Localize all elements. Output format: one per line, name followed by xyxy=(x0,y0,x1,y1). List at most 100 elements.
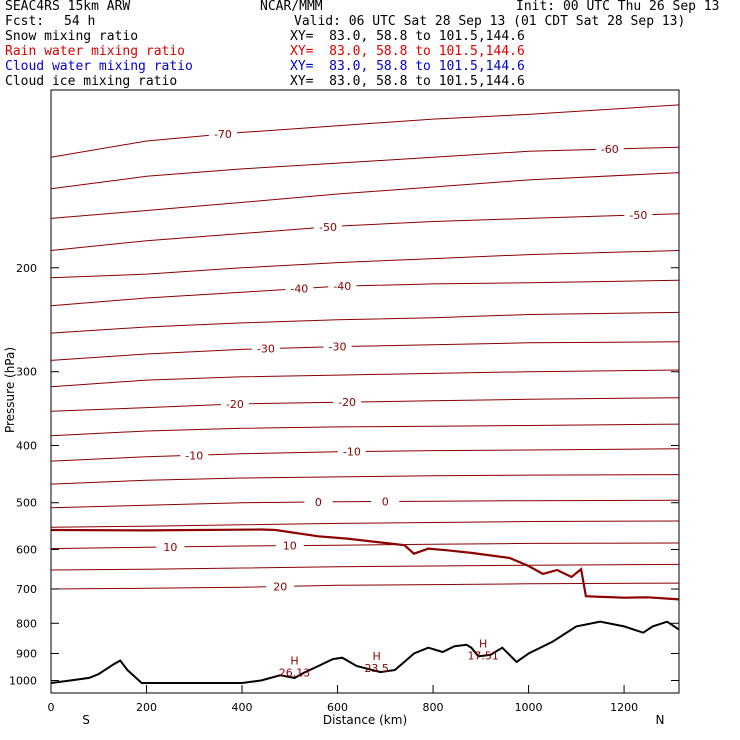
y-tick-label: 500 xyxy=(16,497,37,510)
contour-label-bg xyxy=(624,207,653,221)
contour-label-bg xyxy=(333,395,362,409)
isotherm-line xyxy=(50,520,680,528)
field-snow-xy: XY= 83.0, 58.8 to 101.5,144.6 xyxy=(290,29,525,44)
field-cloudice-label: Cloud ice mixing ratio xyxy=(5,74,178,89)
contour-label: -40 xyxy=(333,280,351,293)
contour-label: -10 xyxy=(343,446,361,459)
field-snow-label: Snow mixing ratio xyxy=(5,29,139,44)
isotherm-line xyxy=(50,423,680,437)
contour-label: -40 xyxy=(290,283,308,296)
contour-label-bg xyxy=(266,579,295,593)
isotherm-line xyxy=(50,563,680,571)
south-label: S xyxy=(82,713,90,727)
isotherm-line xyxy=(50,279,680,307)
isotherm-line xyxy=(50,311,680,334)
contour-label: 10 xyxy=(163,541,177,554)
y-tick-label: 700 xyxy=(16,583,37,596)
contour-label-bg xyxy=(208,127,237,141)
isotherm-line xyxy=(50,341,680,361)
field-cloudwater-label: Cloud water mixing ratio xyxy=(5,59,193,74)
high-value: 23.5 xyxy=(364,662,389,675)
contour-label-bg xyxy=(595,142,624,156)
high-marker: H xyxy=(479,638,487,651)
contour-label: 10 xyxy=(283,540,297,553)
model-title: SEAC4RS 15km ARW xyxy=(5,0,131,14)
contour-labels: -70 -60 -50 -50 -40 -40 -30 -30 -20 -20 -10 -10 0 0 10… xyxy=(156,127,653,680)
valid-time: Valid: 06 UTC Sat 28 Sep 13 (01 CDT Sat … xyxy=(294,14,686,29)
field-rain-label: Rain water mixing ratio xyxy=(5,44,186,59)
contour-label-bg xyxy=(180,448,209,462)
isotherm-line xyxy=(50,397,680,412)
isotherm-line xyxy=(50,369,680,388)
init-time: Init: 00 UTC Thu 26 Sep 13 xyxy=(516,0,720,14)
contour-label-bg xyxy=(285,281,314,295)
contour-label: 0 xyxy=(382,495,389,508)
contour-label: -70 xyxy=(214,128,232,141)
contour-label-bg xyxy=(328,279,357,293)
contour-label: 20 xyxy=(273,580,287,593)
terrain-line xyxy=(50,620,680,684)
contour-label: -20 xyxy=(226,398,244,411)
y-tick-label: 200 xyxy=(16,262,37,275)
y-tick-label: 300 xyxy=(16,366,37,379)
plot-frame xyxy=(50,89,680,694)
field-cloudice-xy: XY= 83.0, 58.8 to 101.5,144.6 xyxy=(290,74,525,89)
x-tick-label: 400 xyxy=(232,701,253,714)
contour-label: -30 xyxy=(257,343,275,356)
x-axis-title: Distance (km) xyxy=(323,713,407,727)
isotherm-line xyxy=(50,448,680,462)
x-tick-label: 0 xyxy=(48,701,55,714)
contour-label-bg xyxy=(156,540,185,554)
contour-label: -10 xyxy=(185,449,203,462)
contour-label: -60 xyxy=(601,143,619,156)
isotherm-line xyxy=(50,104,680,158)
isotherm-line xyxy=(50,499,680,509)
x-tick-label: 1200 xyxy=(610,701,638,714)
y-tick-label: 600 xyxy=(16,543,37,556)
isotherm-line xyxy=(50,250,680,279)
x-tick-label: 800 xyxy=(423,701,444,714)
isotherm-line xyxy=(50,172,680,219)
contour-label-bg xyxy=(220,397,249,411)
contour-label-bg xyxy=(313,219,342,233)
y-tick-label: 400 xyxy=(16,440,37,453)
isotherm-contours xyxy=(50,104,680,590)
contour-label-bg xyxy=(275,538,304,552)
isotherm-line xyxy=(50,213,680,251)
contour-label: -30 xyxy=(329,341,347,354)
freezing-level-line xyxy=(50,528,680,601)
contour-label-bg xyxy=(304,494,333,508)
isotherm-line xyxy=(50,474,680,485)
isotherm-line xyxy=(50,542,680,550)
high-value: 26.13 xyxy=(279,667,311,680)
high-value: 17.51 xyxy=(467,650,499,663)
contour-label-bg xyxy=(251,341,280,355)
center-title: NCAR/MMM xyxy=(260,0,323,14)
high-marker: H xyxy=(290,655,298,668)
isotherm-line xyxy=(50,582,680,590)
contour-label: -50 xyxy=(319,221,337,234)
contour-label-bg xyxy=(371,494,400,508)
contour-label-bg xyxy=(323,339,352,353)
x-tick-label: 1000 xyxy=(515,701,543,714)
y-tick-label: 800 xyxy=(16,617,37,630)
contour-label: -50 xyxy=(629,209,647,222)
contour-label: -20 xyxy=(338,396,356,409)
contour-label-bg xyxy=(337,444,366,458)
contour-label: 0 xyxy=(315,496,322,509)
field-cloudwater-xy: XY= 83.0, 58.8 to 101.5,144.6 xyxy=(290,59,525,74)
forecast-hours: 54 h xyxy=(64,14,96,29)
forecast-label: Fcst: xyxy=(5,14,45,29)
north-label: N xyxy=(656,713,665,727)
terrain-profile xyxy=(50,620,680,684)
axes: 0 200 400 600 800 1000 12002003004005006007008… xyxy=(9,262,679,714)
y-axis-title: Pressure (hPa) xyxy=(3,347,17,433)
y-tick-label: 900 xyxy=(16,647,37,660)
y-tick-label: 1000 xyxy=(9,674,37,687)
isotherm-line xyxy=(50,146,680,190)
high-marker: H xyxy=(373,650,381,663)
x-tick-label: 200 xyxy=(136,701,157,714)
freezing-level xyxy=(50,528,680,601)
field-rain-xy: XY= 83.0, 58.8 to 101.5,144.6 xyxy=(290,44,525,59)
